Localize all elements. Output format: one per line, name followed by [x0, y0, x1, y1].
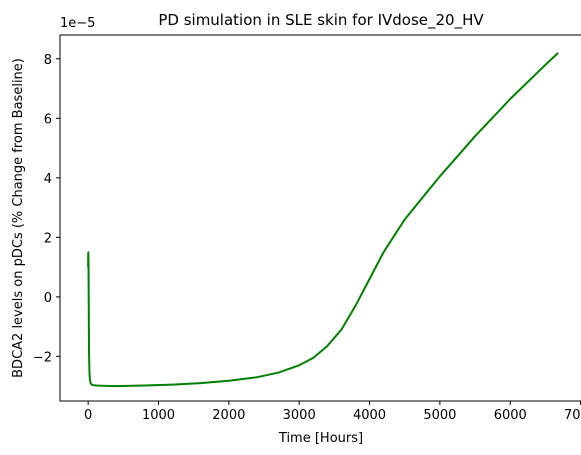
y-tick-label: 0: [44, 291, 52, 306]
x-tick-label: 5000: [423, 408, 456, 423]
x-axis-label: Time [Hours]: [278, 431, 363, 446]
y-tick-label: −2: [33, 350, 52, 365]
x-tick-label: 0: [84, 408, 92, 423]
y-tick-label: 2: [44, 231, 52, 246]
y-tick-label: 6: [44, 112, 52, 127]
x-tick-label: 1000: [142, 408, 175, 423]
series-line: [87, 52, 559, 388]
x-tick-label: 4000: [353, 408, 386, 423]
y-tick-label: 8: [44, 53, 52, 68]
plot-area: [59, 34, 581, 402]
y-tick-label: 4: [44, 172, 52, 187]
x-tick-label: 7000: [564, 408, 581, 423]
y-axis-label: BDCA2 levels on pDCs (% Change from Base…: [11, 58, 26, 378]
y-axis: −2 0 2 4 6 8: [33, 53, 60, 365]
x-tick-label: 3000: [283, 408, 316, 423]
y-offset-text: 1e−5: [60, 16, 95, 31]
x-axis: 0 1000 2000 3000 4000 5000 6000 7000: [84, 401, 581, 423]
x-tick-label: 2000: [212, 408, 245, 423]
x-tick-label: 6000: [494, 408, 527, 423]
chart-title: PD simulation in SLE skin for IVdose_20_…: [158, 11, 484, 30]
